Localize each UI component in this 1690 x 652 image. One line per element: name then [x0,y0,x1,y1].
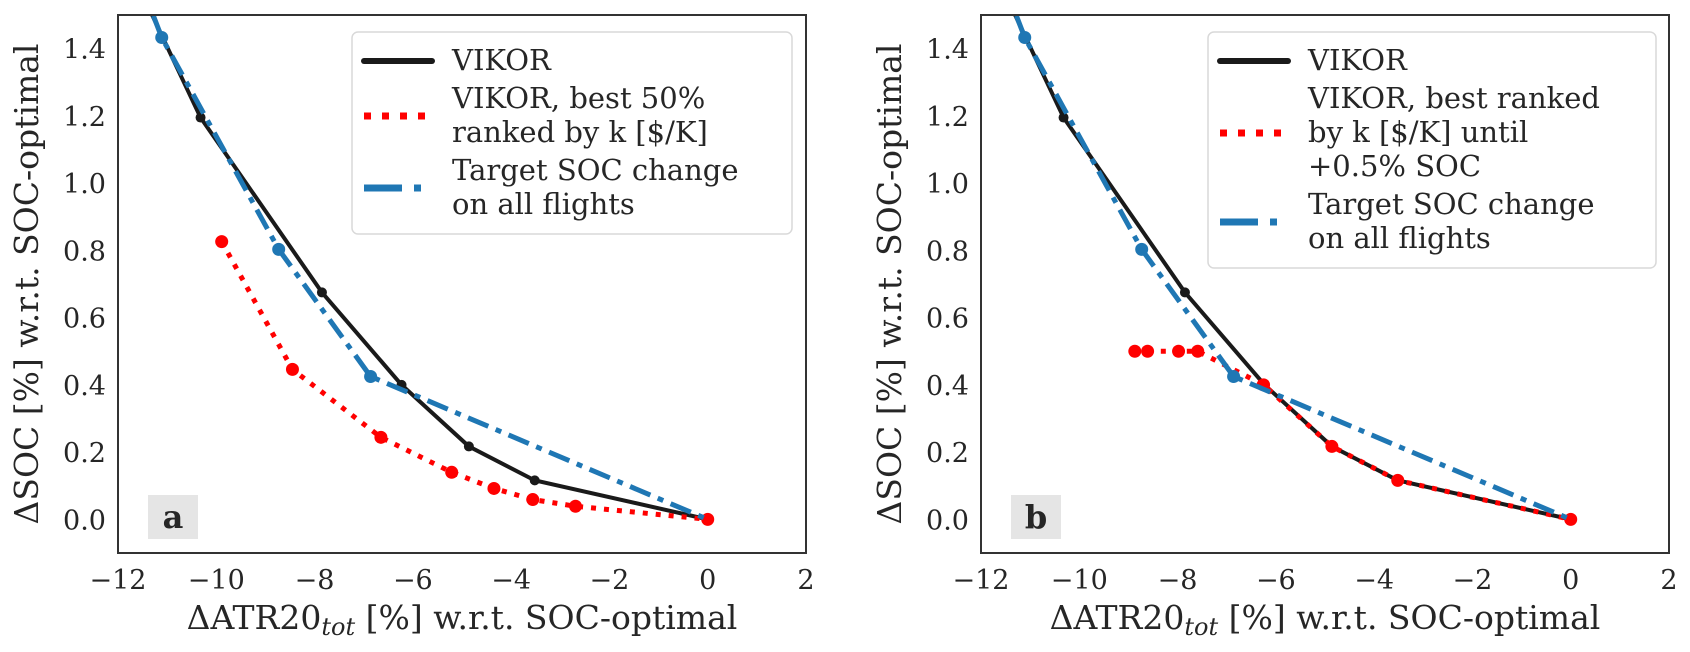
x-tick-label: 0 [699,565,716,596]
x-label-main: ΔATR20 [187,598,322,637]
legend-label: VIKOR [1307,43,1408,77]
data-point [1179,287,1190,298]
plot-series [1012,15,1578,526]
legend: VIKOR VIKOR, best ranked by k [$/K] until… [1207,31,1657,269]
data-point [1227,369,1241,383]
y-tick-label: 0.2 [926,438,969,469]
panel-b: −12 −10 −8 −6 −4 −2 0 2 0.0 0.2 0.4 0.6 0.8 1.0 1.2 1.4… [870,14,1678,641]
x-label-subscript: tot [1184,613,1218,641]
panel-letter: b [1025,498,1047,536]
y-tick-label: 0.6 [926,304,969,335]
y-tick-label: 1.0 [926,169,969,200]
x-tick-label: −10 [188,565,245,596]
data-point [1325,439,1339,453]
x-tick-label: 2 [797,565,814,596]
x-axis-label: ΔATR20tot [%] w.r.t. SOC-optimal [1050,598,1601,641]
data-point [529,475,540,486]
legend-label: Target SOC change [1308,187,1595,221]
legend-label: VIKOR, best 50% [451,81,705,115]
panel-letter-box [148,495,198,539]
x-tick-label: −8 [1158,565,1198,596]
y-axis-label: ΔSOC [%] w.r.t. SOC-optimal [7,44,46,525]
data-point [1128,344,1142,358]
data-point [701,512,715,526]
x-tick-label: −4 [491,565,531,596]
data-point [1391,473,1405,487]
data-point [569,499,583,513]
data-point [215,235,229,249]
y-tick-label: 0.0 [63,505,106,536]
data-point [1564,512,1578,526]
x-tick-label: −12 [953,565,1010,596]
legend-frame [1207,31,1657,269]
panel-letter: a [163,498,184,536]
y-tick-label: 1.4 [63,35,106,66]
data-point [1058,112,1069,123]
data-point [487,481,501,495]
y-axis-label: ΔSOC [%] w.r.t. SOC-optimal [870,44,909,525]
x-tick-label: −4 [1354,565,1394,596]
legend-label: VIKOR [451,43,552,77]
legend-label: on all flights [452,187,635,221]
axes-frame [980,14,1670,554]
x-tick-label: −6 [393,565,433,596]
plot-series [149,15,715,526]
legend: VIKOR VIKOR, best 50% ranked by k [$/K] Ta… [351,31,793,235]
x-label-rest: [%] w.r.t. SOC-optimal [355,598,737,637]
series-line-dotted [219,240,708,522]
legend-label: VIKOR, best ranked [1307,81,1600,115]
data-point [1141,344,1155,358]
data-point [374,430,388,444]
x-label-subscript: tot [321,613,355,641]
data-point [1191,344,1205,358]
x-tick-label: −8 [295,565,335,596]
x-tick-label: −2 [590,565,630,596]
y-tick-label: 0.8 [926,236,969,267]
axes-frame [117,14,807,554]
data-point [155,31,169,45]
x-tick-label: 2 [1660,565,1677,596]
x-label-rest: [%] w.r.t. SOC-optimal [1218,598,1600,637]
panel-letter-box [1011,495,1061,539]
y-tick-label: 0.2 [63,438,106,469]
data-point [445,465,459,479]
legend-label: by k [$/K] until [1308,115,1528,149]
x-tick-label: −6 [1256,565,1296,596]
legend-frame [351,31,793,235]
data-point [316,287,327,298]
legend-label: on all flights [1308,221,1491,255]
y-tick-label: 1.2 [63,102,106,133]
x-axis-label: ΔATR20tot [%] w.r.t. SOC-optimal [187,598,738,641]
data-point [526,493,540,507]
data-point [1018,31,1032,45]
data-point [285,362,299,376]
y-tick-label: 0.4 [926,371,969,402]
data-point [1135,242,1149,256]
data-point [195,112,206,123]
y-tick-label: 1.0 [63,169,106,200]
y-tick-label: 0.6 [63,304,106,335]
x-tick-label: −2 [1453,565,1493,596]
y-tick-label: 0.0 [926,505,969,536]
legend-label: Target SOC change [452,153,739,187]
x-tick-label: 0 [1562,565,1579,596]
x-tick-label: −12 [90,565,147,596]
legend-label: ranked by k [$/K] [452,115,708,149]
data-point [463,441,474,452]
legend-label: +0.5% SOC [1308,149,1481,183]
x-tick-label: −10 [1051,565,1108,596]
y-tick-label: 1.4 [926,35,969,66]
data-point [1172,344,1186,358]
data-point [364,369,378,383]
data-point [272,242,286,256]
y-tick-label: 0.4 [63,371,106,402]
panel-a: −12 −10 −8 −6 −4 −2 0 2 0.0 0.2 0.4 0.6 0.8 1.0 1.2 1.4… [7,14,815,641]
y-tick-label: 1.2 [926,102,969,133]
y-tick-label: 0.8 [63,236,106,267]
x-label-main: ΔATR20 [1050,598,1185,637]
